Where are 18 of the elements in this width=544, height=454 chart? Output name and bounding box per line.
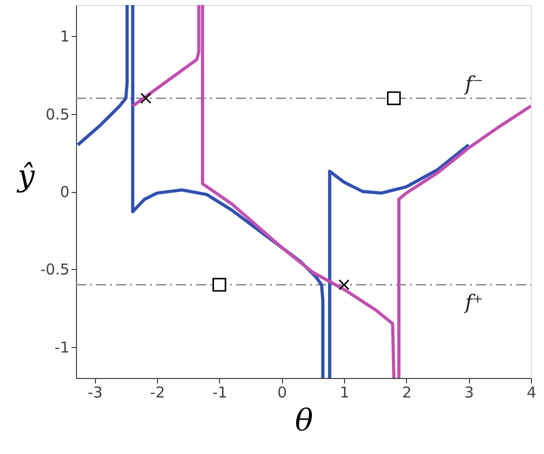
x-tick-label: -3 bbox=[88, 384, 103, 402]
x-tick-label: 2 bbox=[402, 384, 412, 402]
y-tick-label: 1 bbox=[60, 28, 70, 46]
y-tick-label: 0 bbox=[60, 183, 70, 201]
x-tick-label: 4 bbox=[526, 384, 536, 402]
ref-line-label: f⁺ bbox=[463, 290, 484, 314]
ref-line-label: f⁻ bbox=[463, 71, 484, 96]
y-tick-label: -0.5 bbox=[40, 260, 70, 279]
x-tick-label: 0 bbox=[277, 384, 287, 402]
x-tick-label: -1 bbox=[212, 384, 228, 402]
y-tick-label: -1 bbox=[54, 338, 70, 356]
y-axis-title: ŷ bbox=[16, 159, 36, 194]
x-tick-label: 3 bbox=[464, 384, 474, 402]
x-axis-title: θ bbox=[294, 404, 314, 438]
x-tick-label: -2 bbox=[150, 384, 166, 402]
line-series bbox=[76, 5, 129, 146]
x-tick-label: 1 bbox=[340, 384, 350, 402]
y-tick-label: 0.5 bbox=[46, 105, 70, 124]
